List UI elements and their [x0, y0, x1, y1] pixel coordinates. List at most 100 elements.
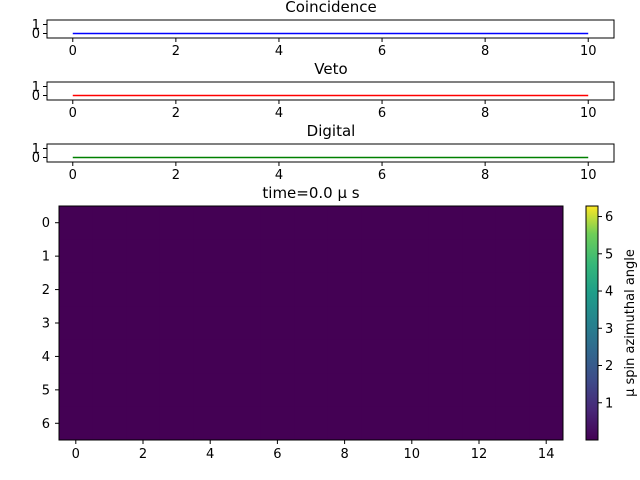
heatmap-cell — [529, 373, 564, 408]
digital-xtick-label: 4 — [275, 168, 283, 183]
heatmap-cell — [327, 206, 362, 240]
heatmap-cell — [428, 239, 463, 274]
colorbar-tick-label: 5 — [605, 247, 613, 262]
heatmap-cell — [428, 373, 463, 408]
heatmap-cell — [462, 306, 497, 341]
heatmap-cell — [395, 373, 430, 408]
heatmap-xtick-label: 2 — [139, 447, 147, 462]
heatmap-cell — [428, 206, 463, 240]
colorbar-tick-label: 1 — [605, 396, 613, 411]
heatmap-cell — [462, 206, 497, 240]
heatmap-cell — [529, 306, 564, 341]
heatmap-cell — [361, 239, 396, 274]
heatmap-xtick-label: 0 — [72, 447, 80, 462]
heatmap-ytick-label: 6 — [42, 417, 50, 432]
digital-xtick-label: 10 — [580, 168, 597, 183]
heatmap-cell — [495, 406, 530, 441]
heatmap-cell — [294, 272, 329, 307]
heatmap-cell — [126, 373, 161, 408]
coincidence-xtick-label: 8 — [481, 44, 489, 59]
heatmap-cell — [361, 306, 396, 341]
digital-xtick-label: 0 — [69, 168, 77, 183]
colorbar-tick-label: 6 — [605, 210, 613, 225]
heatmap-cell — [159, 272, 194, 307]
coincidence-xtick-label: 0 — [69, 44, 77, 59]
heatmap-cell — [462, 272, 497, 307]
heatmap-cell — [92, 206, 127, 240]
heatmap-cell — [92, 339, 127, 374]
heatmap-cell — [361, 272, 396, 307]
heatmap-cell — [59, 239, 94, 274]
veto-xtick-label: 2 — [172, 106, 180, 121]
veto-xtick-label: 4 — [275, 106, 283, 121]
heatmap-cell — [361, 339, 396, 374]
heatmap-cell — [193, 306, 228, 341]
heatmap-cell — [59, 206, 94, 240]
heatmap-xtick-label: 8 — [340, 447, 348, 462]
veto-xtick-label: 10 — [580, 106, 597, 121]
heatmap-cell — [227, 206, 262, 240]
digital-xtick-label: 6 — [378, 168, 386, 183]
heatmap-cell — [395, 206, 430, 240]
heatmap-xtick-label: 4 — [206, 447, 214, 462]
heatmap-cell — [462, 239, 497, 274]
heatmap-cell — [126, 306, 161, 341]
heatmap-cell — [92, 306, 127, 341]
heatmap-cell — [495, 306, 530, 341]
heatmap-cell — [327, 339, 362, 374]
digital-ytick-label: 0 — [32, 151, 40, 166]
heatmap-cell — [159, 206, 194, 240]
heatmap-ytick-label: 0 — [42, 216, 50, 231]
colorbar-tick-label: 4 — [605, 285, 613, 300]
heatmap-cell — [529, 206, 564, 240]
heatmap-ytick-label: 4 — [42, 350, 50, 365]
heatmap-cell — [462, 339, 497, 374]
heatmap-cell — [260, 239, 295, 274]
heatmap-cell — [395, 406, 430, 441]
heatmap-cell — [495, 206, 530, 240]
heatmap-cell — [92, 272, 127, 307]
heatmap-cell — [126, 272, 161, 307]
heatmap-cell — [59, 406, 94, 441]
heatmap-cell — [495, 339, 530, 374]
heatmap-cell — [159, 373, 194, 408]
heatmap-cell — [260, 373, 295, 408]
heatmap-cell — [294, 406, 329, 441]
heatmap-cell — [495, 373, 530, 408]
heatmap-cell — [361, 373, 396, 408]
heatmap-cell — [529, 406, 564, 441]
heatmap-cell — [294, 373, 329, 408]
coincidence-axes-frame — [46, 19, 615, 39]
digital-xtick-label: 8 — [481, 168, 489, 183]
heatmap-cell — [395, 272, 430, 307]
heatmap-cell — [92, 239, 127, 274]
colorbar: 1 2 3 4 5 6 μ spin azimuthal angle — [585, 205, 638, 441]
heatmap-cell — [159, 239, 194, 274]
coincidence-ytick-label: 1 — [32, 18, 40, 33]
heatmap-cell — [92, 406, 127, 441]
heatmap-xtick-label: 14 — [538, 447, 555, 462]
heatmap-cell — [227, 373, 262, 408]
heatmap-cell — [327, 239, 362, 274]
colorbar-frame — [585, 205, 599, 441]
coincidence-xtick-label: 10 — [580, 44, 597, 59]
heatmap-cell — [327, 272, 362, 307]
heatmap-cell — [361, 406, 396, 441]
colorbar-ticks: 1 2 3 4 5 6 — [598, 210, 613, 411]
colorbar-tick-label: 3 — [605, 322, 613, 337]
heatmap-cell — [159, 339, 194, 374]
heatmap-cell — [193, 339, 228, 374]
veto-ytick-label: 1 — [32, 80, 40, 95]
veto-axes-frame — [46, 81, 615, 101]
heatmap-cell — [294, 239, 329, 274]
heatmap-cell — [193, 373, 228, 408]
heatmap-xtick-label: 10 — [404, 447, 421, 462]
heatmap-cell — [529, 272, 564, 307]
